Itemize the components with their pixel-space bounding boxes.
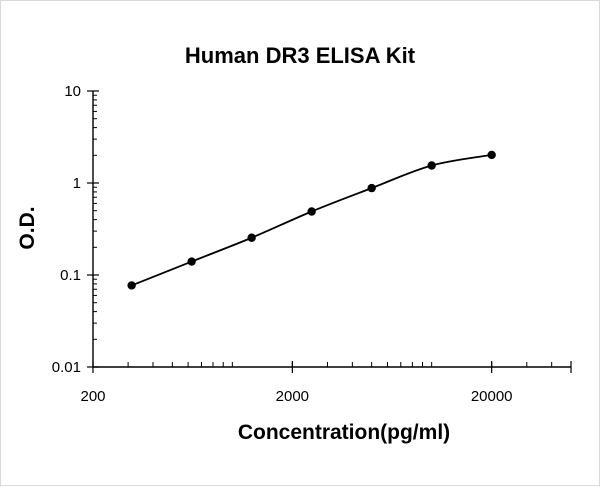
data-point — [487, 150, 496, 160]
data-point — [247, 233, 256, 242]
y-tick-label: 10 — [64, 83, 81, 100]
axes: 0.01 0.1 1 10 200 2000 20000 — [52, 83, 572, 405]
data-points — [127, 150, 496, 290]
fit-curve — [131, 154, 492, 287]
x-tick-label: 20000 — [471, 388, 513, 405]
x-tick-label: 2000 — [276, 388, 309, 405]
x-tick-label: 200 — [80, 388, 105, 405]
x-axis-title: Concentration(pg/ml) — [238, 421, 450, 444]
data-point — [367, 183, 376, 193]
y-tick-label: 0.01 — [52, 359, 81, 376]
data-point — [187, 257, 196, 266]
data-point — [127, 281, 136, 290]
data-point — [307, 207, 316, 216]
data-point — [427, 161, 436, 170]
y-tick-label: 0.1 — [60, 267, 81, 284]
chart-title: Human DR3 ELISA Kit — [185, 43, 416, 68]
y-tick-label: 1 — [73, 175, 81, 192]
y-axis-title: O.D. — [16, 206, 39, 249]
